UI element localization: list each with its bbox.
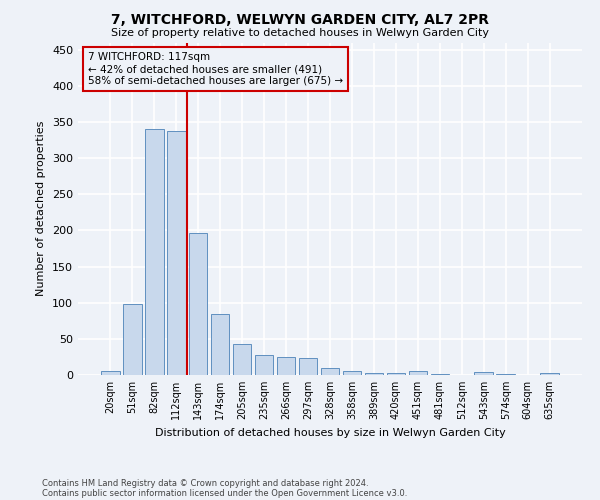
Bar [101, 372, 119, 375]
Bar [145, 129, 164, 375]
Bar [409, 370, 427, 375]
Text: Contains public sector information licensed under the Open Government Licence v3: Contains public sector information licen… [42, 488, 407, 498]
Bar [211, 314, 229, 375]
Bar [233, 344, 251, 375]
Text: Size of property relative to detached houses in Welwyn Garden City: Size of property relative to detached ho… [111, 28, 489, 38]
Bar [541, 373, 559, 375]
Bar [189, 232, 208, 375]
Bar [386, 373, 405, 375]
Text: Contains HM Land Registry data © Crown copyright and database right 2024.: Contains HM Land Registry data © Crown c… [42, 478, 368, 488]
Bar [496, 374, 515, 375]
Bar [343, 370, 361, 375]
Bar [123, 304, 142, 375]
Bar [299, 358, 317, 375]
Bar [255, 356, 274, 375]
Bar [431, 374, 449, 375]
Bar [320, 368, 340, 375]
Bar [475, 372, 493, 375]
Text: 7 WITCHFORD: 117sqm
← 42% of detached houses are smaller (491)
58% of semi-detac: 7 WITCHFORD: 117sqm ← 42% of detached ho… [88, 52, 343, 86]
Text: 7, WITCHFORD, WELWYN GARDEN CITY, AL7 2PR: 7, WITCHFORD, WELWYN GARDEN CITY, AL7 2P… [111, 12, 489, 26]
Bar [277, 357, 295, 375]
X-axis label: Distribution of detached houses by size in Welwyn Garden City: Distribution of detached houses by size … [155, 428, 505, 438]
Bar [167, 130, 185, 375]
Bar [365, 373, 383, 375]
Y-axis label: Number of detached properties: Number of detached properties [37, 121, 46, 296]
